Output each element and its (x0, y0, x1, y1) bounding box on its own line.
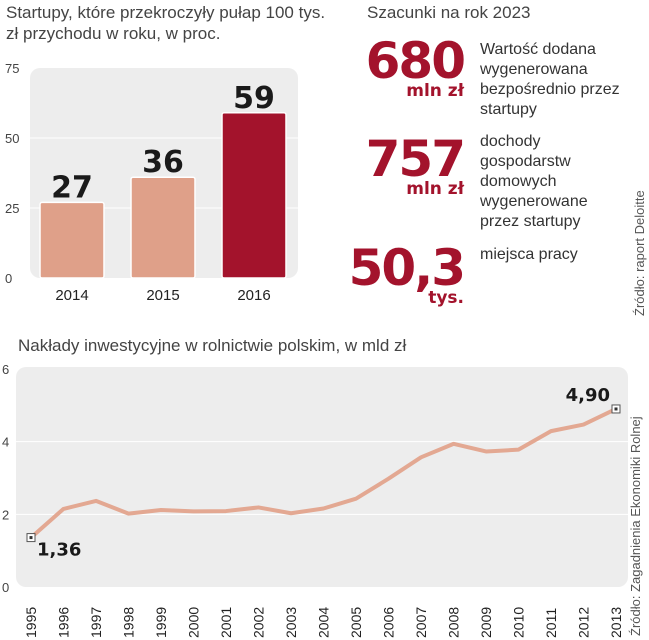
bar-y-tick: 0 (5, 271, 12, 286)
bar-category-label: 2016 (237, 287, 270, 304)
stat-unit-3: tys. (428, 288, 464, 308)
line-y-tick: 4 (2, 435, 9, 450)
line-chart-title: Nakłady inwestycyjne w rolnictwie polski… (18, 336, 407, 355)
x-tick-label: 2007 (413, 607, 429, 638)
data-point-dot (614, 407, 618, 411)
bar-y-tick: 25 (5, 201, 19, 216)
line-y-tick: 2 (2, 507, 9, 522)
bar-value-label: 59 (233, 81, 275, 116)
bar (221, 112, 287, 279)
stat-desc-3: miejsca pracy (480, 246, 578, 263)
x-tick-label: 2011 (543, 608, 559, 638)
x-tick-label: 2001 (218, 607, 234, 638)
data-point-label: 4,90 (566, 385, 610, 406)
x-tick-label: 2012 (576, 607, 592, 638)
stat-unit-2: mln zł (406, 179, 464, 199)
line-y-tick: 0 (2, 580, 9, 595)
bar-y-tick: 75 (5, 61, 19, 76)
x-tick-label: 2004 (316, 607, 332, 638)
data-point-label: 1,36 (37, 540, 81, 561)
bar-category-label: 2014 (55, 287, 88, 304)
x-tick-label: 2000 (186, 607, 202, 638)
bar (39, 201, 105, 279)
x-tick-label: 1996 (56, 607, 72, 638)
series-line (29, 406, 618, 540)
x-tick-label: 2010 (511, 607, 527, 638)
x-tick-label: 2009 (478, 607, 494, 638)
x-tick-label: 1998 (121, 607, 137, 638)
x-tick-label: 2005 (348, 607, 364, 638)
x-tick-label: 2002 (251, 607, 267, 638)
stats-title: Szacunki na rok 2023 (367, 3, 531, 22)
line-y-tick: 6 (2, 362, 9, 377)
x-tick-label: 2008 (446, 607, 462, 638)
bar-category-label: 2015 (146, 287, 179, 304)
bar-y-tick: 50 (5, 131, 19, 146)
bar-value-label: 27 (51, 170, 93, 205)
stat-value-2: 757 (365, 130, 466, 188)
x-tick-label: 1995 (23, 607, 39, 638)
x-tick-label: 1997 (88, 607, 104, 638)
stat-value-1: 680 (365, 32, 466, 90)
x-tick-label: 2013 (608, 607, 624, 638)
x-tick-label: 1999 (153, 607, 169, 638)
stat-value-3: 50,3 (348, 239, 466, 297)
stat-unit-1: mln zł (406, 81, 464, 101)
stat-desc-1: Wartość dodana wygenerowana bezpośrednio… (480, 41, 620, 118)
stat-desc-2: dochody gospodarstw domowych wygenerowan… (480, 133, 588, 230)
line-panel (16, 367, 628, 587)
data-point-dot (29, 536, 33, 540)
x-tick-label: 2003 (283, 607, 299, 638)
bar-value-label: 36 (142, 145, 184, 180)
bar-chart-title: Startupy, które przekroczyły pułap 100 t… (6, 3, 326, 43)
bar (130, 176, 196, 279)
x-tick-label: 2006 (381, 607, 397, 638)
